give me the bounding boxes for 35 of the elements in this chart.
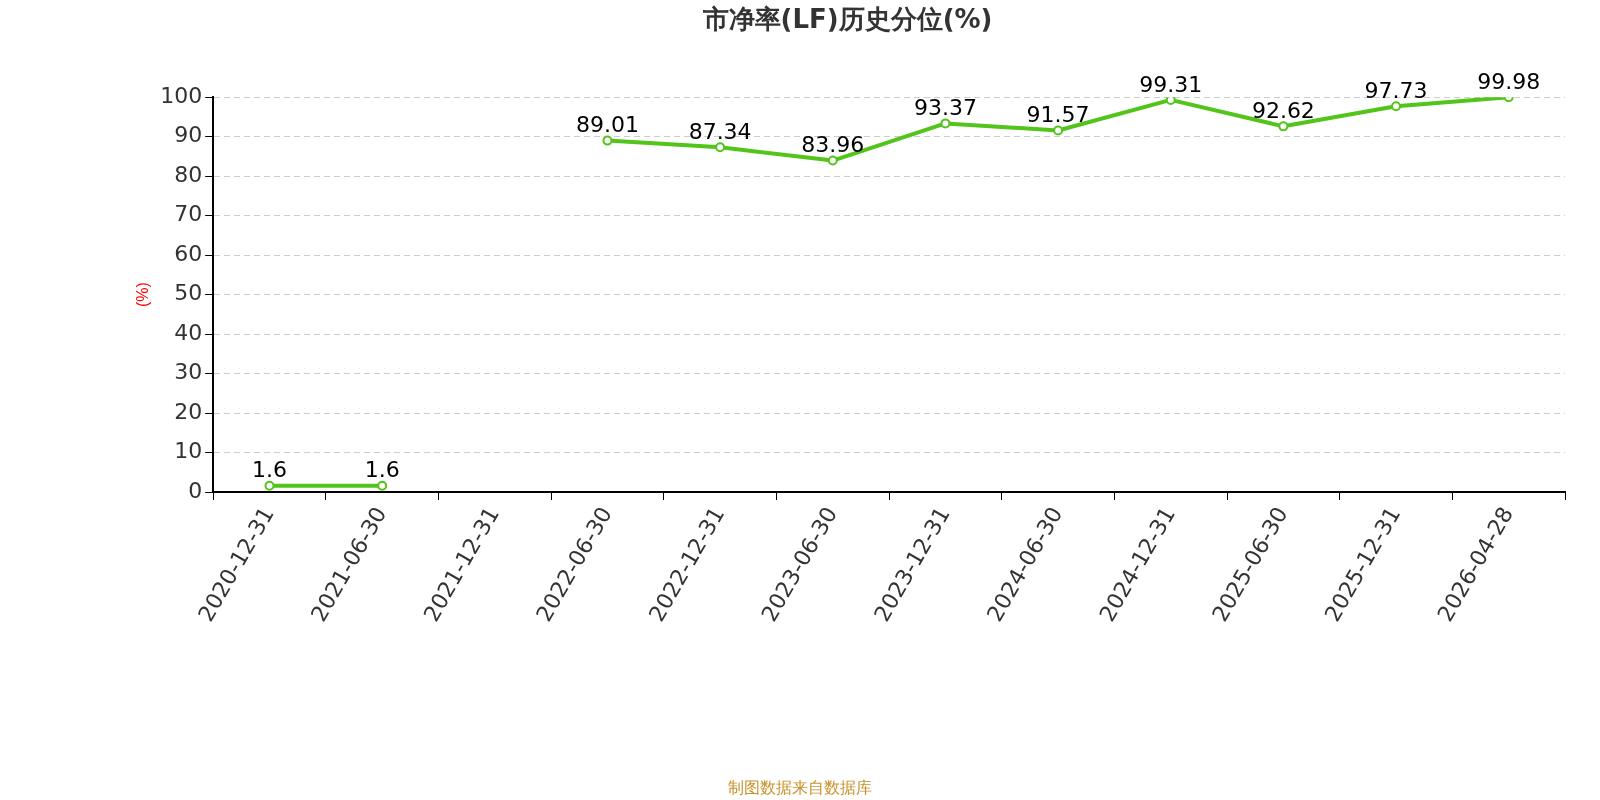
point: [602, 135, 613, 146]
text: 制图数据来自数据库: [727, 778, 873, 799]
data-label: 93.37: [913, 95, 977, 121]
y-tick-label: 90: [174, 122, 203, 148]
y-tick-label: 70: [174, 201, 203, 227]
point: [1278, 121, 1289, 132]
chart-title: 市净率(LF)历史分位(%): [701, 4, 993, 35]
y-tick-label: 30: [174, 359, 203, 385]
point: [377, 480, 388, 491]
y-tick-label: 10: [174, 438, 203, 464]
point: [1391, 101, 1402, 112]
data-label: 87.34: [688, 118, 752, 144]
y-tick-label: 60: [174, 240, 203, 266]
y-tick-label: 100: [160, 82, 203, 108]
y-tick-label: 80: [174, 161, 203, 187]
data-label: 92.62: [1251, 98, 1315, 124]
point: [264, 480, 275, 491]
data-label: 1.6: [364, 457, 400, 483]
data-label: 99.31: [1139, 71, 1203, 97]
point: [1165, 97, 1176, 105]
data-label: 83.96: [801, 132, 865, 158]
point: [1053, 125, 1064, 136]
y-tick-label: 20: [174, 398, 203, 424]
data-label: 1.6: [252, 457, 288, 483]
point: [827, 155, 838, 166]
data-label: 97.73: [1364, 77, 1428, 103]
y-tick-label: 50: [174, 280, 203, 306]
data-label: 99.98: [1477, 69, 1541, 94]
point: [715, 142, 726, 153]
y-tick-label: 40: [174, 319, 203, 345]
data-label: 91.57: [1026, 102, 1090, 128]
point: [940, 118, 951, 129]
y-tick-label: 0: [188, 477, 203, 503]
y-axis-title: (%): [134, 282, 152, 308]
data-label: 89.01: [575, 112, 639, 138]
